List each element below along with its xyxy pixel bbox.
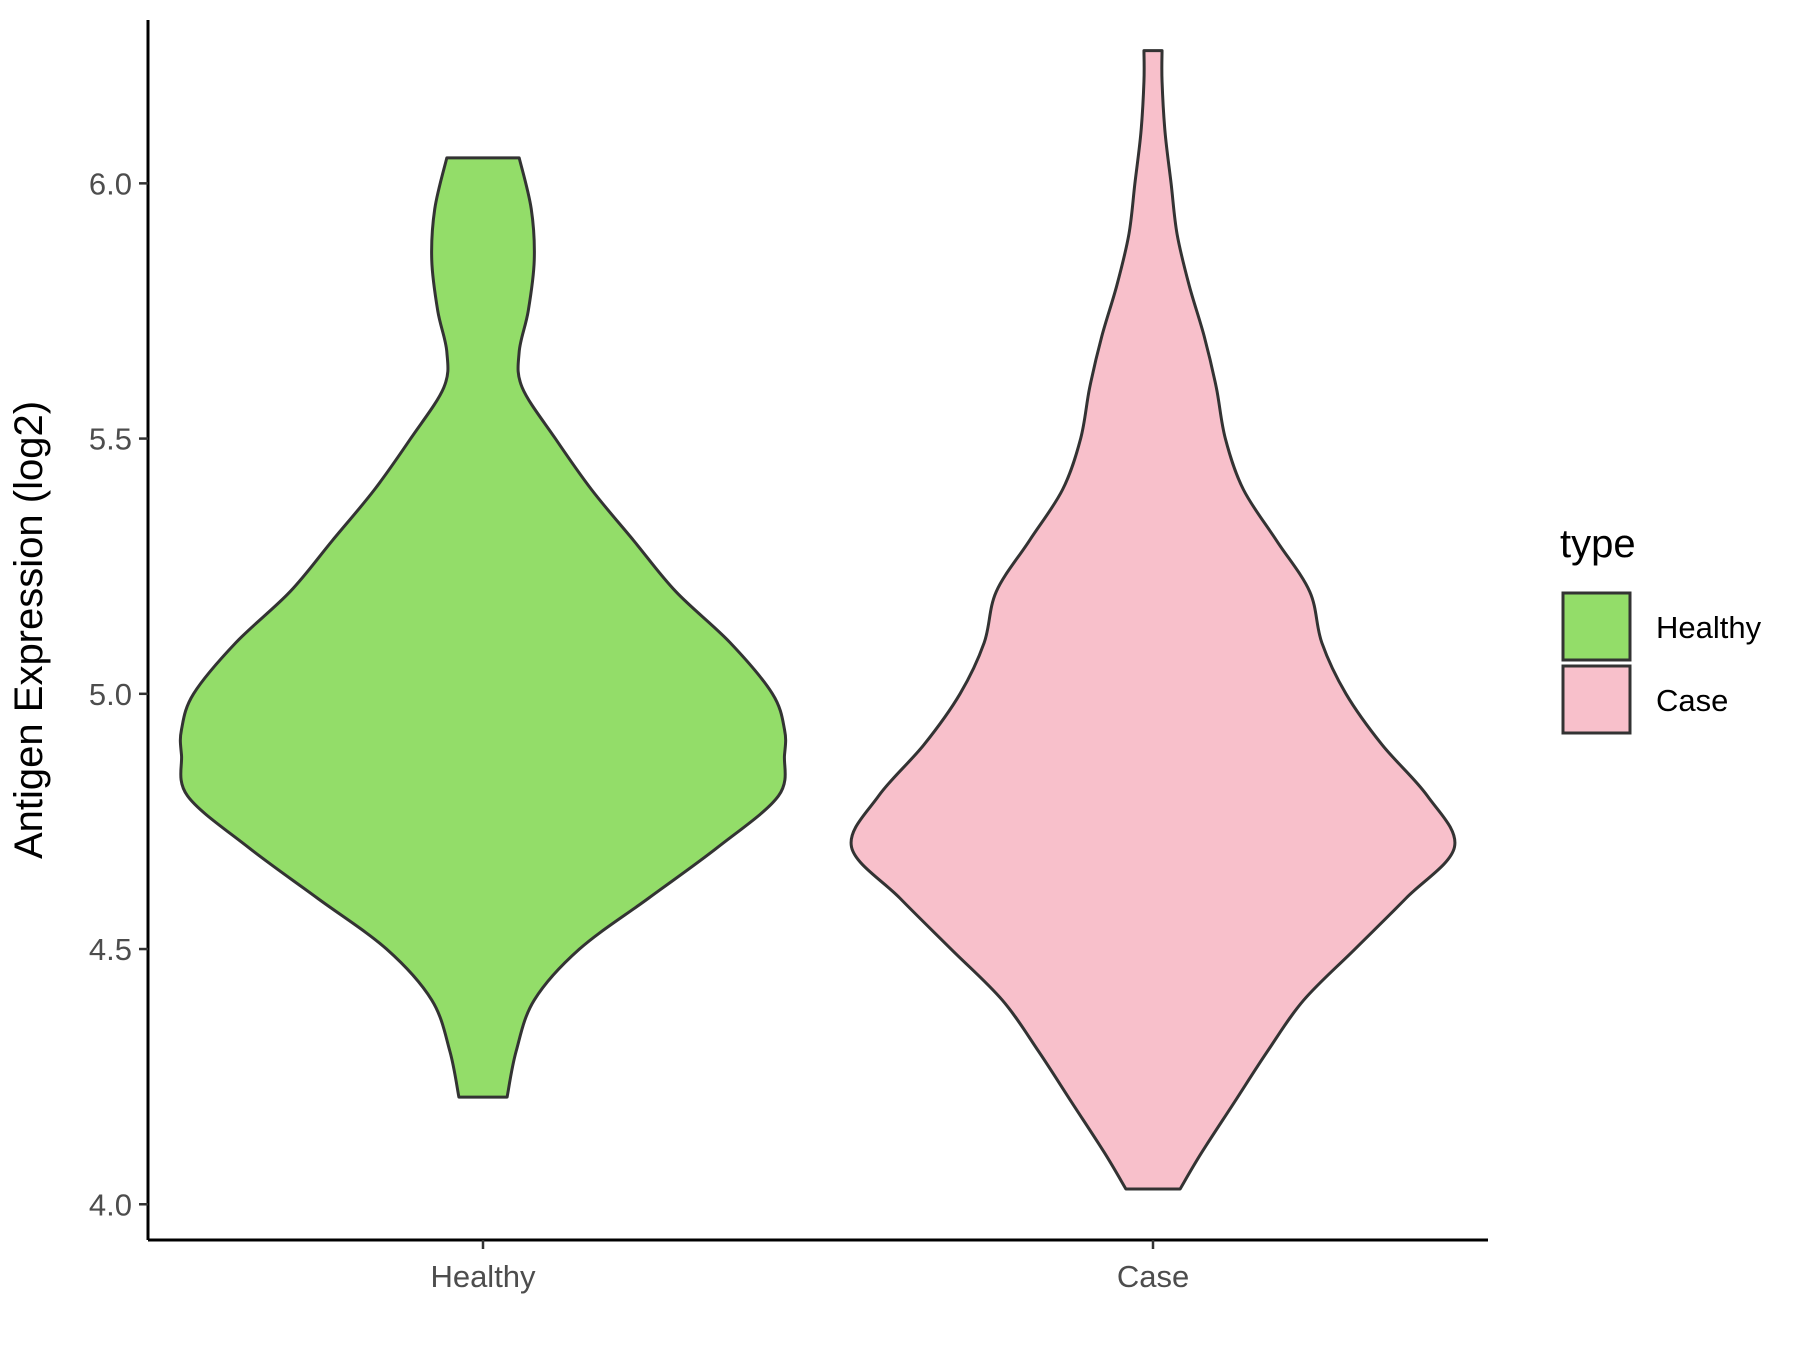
- legend-label-case: Case: [1656, 683, 1728, 718]
- x-tick-label: Healthy: [430, 1259, 536, 1294]
- y-tick-label: 4.0: [89, 1187, 132, 1222]
- x-tick-label: Case: [1117, 1259, 1189, 1294]
- violins-layer: [178, 49, 1457, 1191]
- y-tick-label: 4.5: [89, 932, 132, 967]
- violin-case: [849, 49, 1457, 1191]
- x-axis-ticks: Healthy Case: [430, 1240, 1189, 1294]
- legend: type Healthy Case: [1560, 522, 1762, 735]
- legend-swatch-case: [1561, 664, 1632, 735]
- y-axis-title: Antigen Expression (log2): [7, 401, 51, 859]
- legend-label-healthy: Healthy: [1656, 610, 1762, 645]
- y-axis-ticks: 4.0 4.5 5.0 5.5 6.0: [89, 166, 148, 1222]
- y-tick-label: 5.5: [89, 422, 132, 457]
- legend-entries: Healthy Case: [1561, 591, 1762, 735]
- y-tick-label: 6.0: [89, 166, 132, 201]
- legend-swatch-healthy: [1561, 591, 1632, 662]
- violin-healthy: [178, 156, 788, 1099]
- legend-title: type: [1560, 522, 1636, 566]
- y-tick-label: 5.0: [89, 677, 132, 712]
